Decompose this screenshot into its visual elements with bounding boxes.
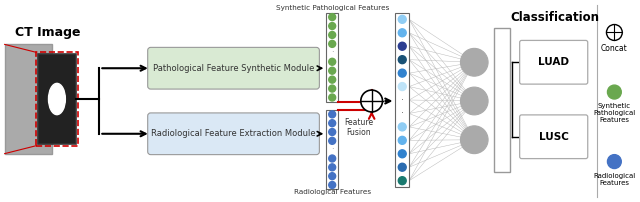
FancyBboxPatch shape: [520, 115, 588, 159]
Text: ·: ·: [331, 48, 333, 57]
Circle shape: [398, 177, 406, 185]
Circle shape: [398, 83, 406, 90]
Circle shape: [607, 24, 622, 40]
Circle shape: [398, 163, 406, 171]
Ellipse shape: [49, 83, 65, 115]
FancyBboxPatch shape: [326, 110, 338, 189]
Circle shape: [460, 48, 488, 76]
FancyBboxPatch shape: [326, 13, 338, 102]
Text: Classification: Classification: [511, 11, 600, 24]
FancyBboxPatch shape: [148, 47, 319, 89]
Circle shape: [607, 85, 621, 99]
Circle shape: [329, 182, 335, 188]
Circle shape: [329, 128, 335, 136]
FancyBboxPatch shape: [4, 44, 52, 154]
Text: Radiological
Features: Radiological Features: [593, 173, 636, 185]
Circle shape: [329, 164, 335, 171]
Circle shape: [329, 111, 335, 118]
FancyBboxPatch shape: [38, 54, 76, 144]
FancyBboxPatch shape: [148, 113, 319, 155]
Text: LUAD: LUAD: [538, 57, 569, 67]
Circle shape: [607, 155, 621, 168]
Circle shape: [329, 40, 335, 47]
Circle shape: [398, 136, 406, 144]
Circle shape: [329, 32, 335, 38]
Circle shape: [398, 150, 406, 158]
Text: Concat: Concat: [601, 44, 628, 53]
Circle shape: [329, 23, 335, 29]
Circle shape: [398, 15, 406, 23]
Text: LUSC: LUSC: [539, 132, 568, 142]
Circle shape: [329, 155, 335, 162]
Circle shape: [329, 120, 335, 127]
Text: ·: ·: [331, 145, 333, 154]
Text: Radiological Features: Radiological Features: [294, 189, 371, 195]
Text: Synthetic Pathological Features: Synthetic Pathological Features: [275, 5, 389, 11]
Text: CT Image: CT Image: [15, 26, 80, 39]
Circle shape: [329, 94, 335, 101]
FancyBboxPatch shape: [494, 27, 510, 171]
Circle shape: [460, 126, 488, 154]
Circle shape: [398, 123, 406, 131]
Circle shape: [398, 69, 406, 77]
Circle shape: [329, 137, 335, 144]
Circle shape: [398, 29, 406, 37]
Circle shape: [361, 90, 383, 112]
Circle shape: [329, 67, 335, 74]
Text: Synthetic
Pathological
Features: Synthetic Pathological Features: [593, 103, 636, 123]
Text: ·: ·: [401, 108, 404, 118]
Text: Radiological Feature Extraction Module: Radiological Feature Extraction Module: [151, 129, 316, 138]
Text: Pathological Feature Synthetic Module: Pathological Feature Synthetic Module: [153, 64, 314, 73]
Circle shape: [329, 58, 335, 65]
Circle shape: [398, 42, 406, 50]
FancyBboxPatch shape: [396, 13, 409, 187]
Circle shape: [460, 87, 488, 115]
Circle shape: [329, 85, 335, 92]
Circle shape: [329, 76, 335, 83]
Circle shape: [329, 14, 335, 21]
Circle shape: [398, 56, 406, 64]
Circle shape: [329, 173, 335, 180]
Text: Feature
Fusion: Feature Fusion: [344, 118, 373, 137]
Text: ·: ·: [401, 95, 404, 105]
FancyBboxPatch shape: [520, 40, 588, 84]
